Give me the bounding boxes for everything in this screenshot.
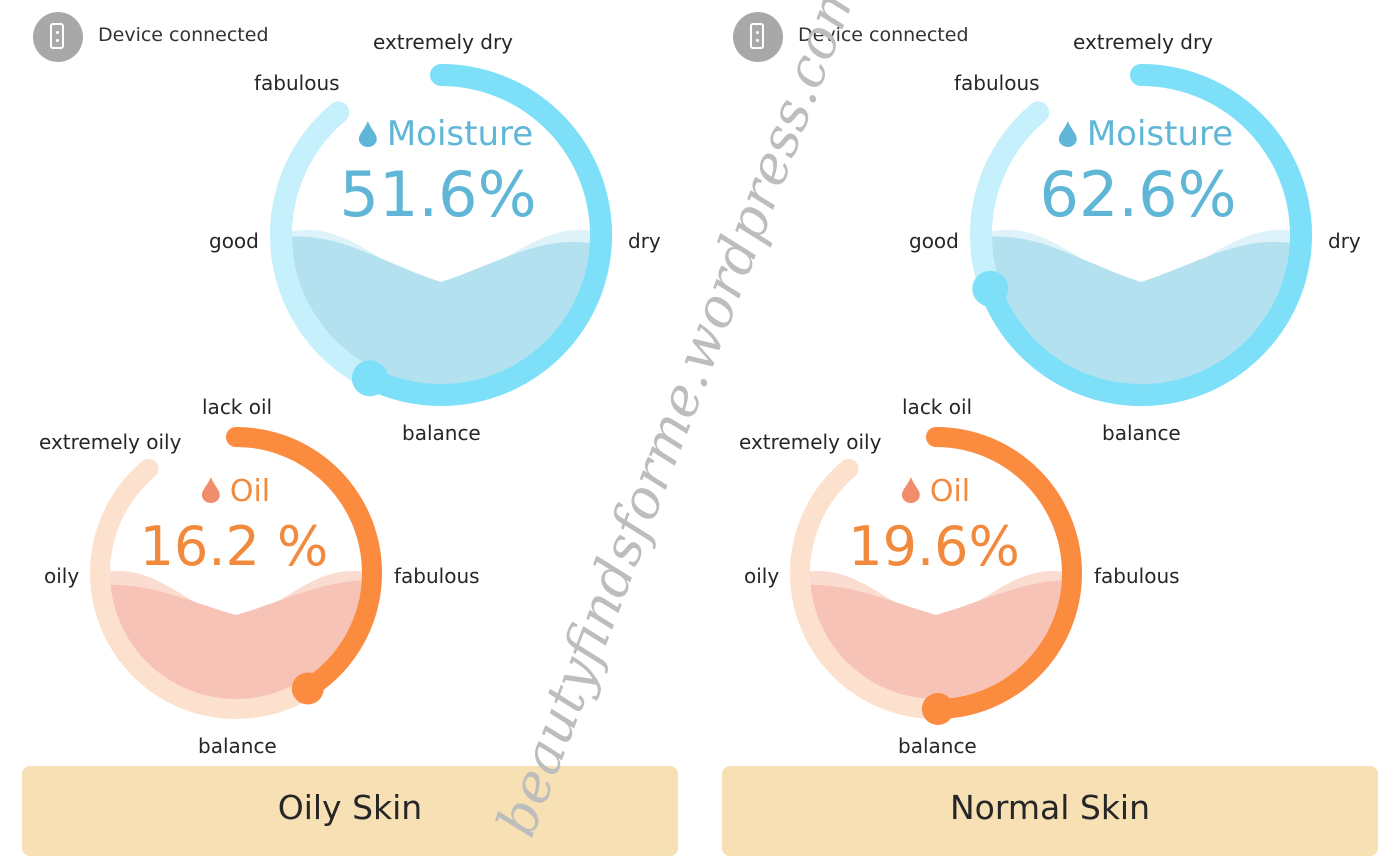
moisture-label-extremely-dry: extremely dry [1073,30,1214,54]
moisture-label-extremely-dry: extremely dry [373,30,514,54]
oil-label-lack-oil: lack oil [202,395,273,419]
oil-gauge [90,427,382,719]
moisture-knob [351,360,388,397]
oil-drop-icon [901,477,920,503]
moisture-title-text: Moisture [1086,114,1234,154]
moisture-gauge [269,64,613,406]
moisture-value: 62.6% [1039,158,1237,231]
oil-title-text: Oil [229,474,271,509]
oil-value: 16.2 % [139,515,329,578]
moisture-title-text: Moisture [386,114,534,154]
device-phone-icon[interactable] [733,12,783,62]
oil-water-fill [108,571,364,701]
oil-label-extremely-oily: extremely oily [739,430,882,454]
moisture-label-fabulous: fabulous [254,71,340,95]
water-drop-icon [1058,121,1077,147]
moisture-label-dry: dry [628,229,661,253]
oil-value: 19.6% [848,515,1020,578]
oil-knob [921,693,954,725]
panel-oily-skin: Device connected extremel [0,0,700,856]
moisture-label-good: good [909,229,959,253]
oil-gauge [790,427,1083,725]
oil-title: Oil [901,474,971,509]
oil-title: Oil [201,474,271,509]
moisture-progress-arc [979,64,1313,407]
moisture-label-dry: dry [1328,229,1361,253]
oil-title-text: Oil [929,474,971,509]
oil-progress-arc [926,427,1083,719]
skin-type-result-text: Oily Skin [277,788,423,827]
gauges-svg [90,64,613,719]
oil-label-oily: oily [44,564,80,588]
moisture-label-balance: balance [1102,421,1181,445]
moisture-water-fill [991,229,1291,385]
device-phone-icon[interactable] [33,12,83,62]
oil-label-fabulous: fabulous [1094,564,1180,588]
device-status-text: Device connected [798,24,969,46]
oil-label-lack-oil: lack oil [902,395,973,419]
moisture-label-balance: balance [402,421,481,445]
moisture-title: Moisture [358,114,534,154]
moisture-gauge [969,64,1313,407]
moisture-progress-arc [358,64,613,406]
skin-type-result-button[interactable]: Oily Skin [22,766,678,856]
gauges-svg [790,64,1313,725]
oil-label-balance: balance [198,734,277,758]
oil-label-fabulous: fabulous [394,564,480,588]
oil-label-balance: balance [898,734,977,758]
skin-type-result-text: Normal Skin [949,788,1151,827]
oil-drop-icon [201,477,220,503]
moisture-water-fill [291,229,591,385]
moisture-label-good: good [209,229,259,253]
moisture-title: Moisture [1058,114,1234,154]
oil-knob [291,672,324,705]
device-status-text: Device connected [98,24,269,46]
oil-label-oily: oily [744,564,780,588]
moisture-value: 51.6% [339,158,537,231]
water-drop-icon [358,121,377,147]
moisture-knob [972,270,1009,307]
skin-type-result-button[interactable]: Normal Skin [722,766,1378,856]
oil-progress-arc [226,427,382,699]
oil-label-extremely-oily: extremely oily [39,430,182,454]
moisture-label-fabulous: fabulous [954,71,1040,95]
panel-normal-skin: Device connected extremely dry fabul [700,0,1400,856]
